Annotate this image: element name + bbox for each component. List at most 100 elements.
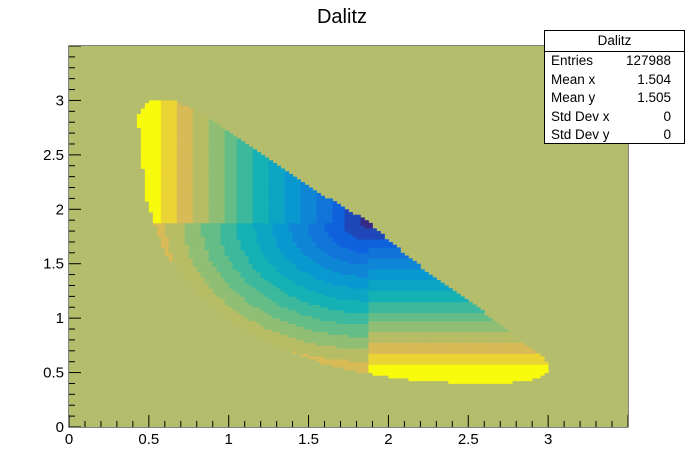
heatmap-cell <box>276 326 282 330</box>
heatmap-cell <box>308 228 313 232</box>
heatmap-cell <box>356 301 361 305</box>
heatmap-cell <box>140 127 146 131</box>
heatmap-cell <box>156 192 162 197</box>
heatmap-cell <box>276 236 282 240</box>
heatmap-cell <box>360 220 365 224</box>
heatmap-cell <box>432 315 437 319</box>
heatmap-cell <box>236 152 242 156</box>
heatmap-cell <box>368 301 373 305</box>
heatmap-cell <box>432 375 437 379</box>
heatmap-cell <box>264 334 270 338</box>
heatmap-cell <box>168 192 174 197</box>
heatmap-cell <box>228 209 234 213</box>
heatmap-cell <box>436 378 441 382</box>
heatmap-cell <box>172 165 178 169</box>
heatmap-cell <box>220 225 226 229</box>
heatmap-cell <box>444 315 449 319</box>
heatmap-cell <box>140 143 146 148</box>
heatmap-cell <box>156 203 162 207</box>
heatmap-cell <box>296 296 301 300</box>
heatmap-cell <box>300 301 305 305</box>
heatmap-cell <box>332 342 337 346</box>
heatmap-cell <box>288 312 293 316</box>
heatmap-cell <box>328 228 333 232</box>
heatmap-cell <box>204 260 210 265</box>
heatmap-cell <box>500 361 505 365</box>
heatmap-cell <box>324 334 329 338</box>
heatmap-cell <box>372 288 377 292</box>
heatmap-cell <box>212 231 218 235</box>
heatmap-cell <box>304 326 309 330</box>
heatmap-cell <box>260 176 266 180</box>
heatmap-cell <box>224 146 230 150</box>
heatmap-cell <box>324 326 329 330</box>
heatmap-cell <box>240 165 246 169</box>
heatmap-cell <box>368 293 373 297</box>
heatmap-cell <box>300 266 305 270</box>
heatmap-cell <box>400 367 405 371</box>
heatmap-cell <box>348 350 353 354</box>
heatmap-cell <box>492 339 497 344</box>
heatmap-cell <box>520 367 525 371</box>
heatmap-cell <box>196 138 202 142</box>
heatmap-cell <box>184 247 190 251</box>
heatmap-cell <box>164 222 170 227</box>
heatmap-cell <box>204 192 210 197</box>
heatmap-cell <box>188 152 194 156</box>
heatmap-cell <box>200 214 206 218</box>
heatmap-cell <box>340 277 345 281</box>
heatmap-cell <box>256 263 262 267</box>
heatmap-cell <box>264 277 270 281</box>
heatmap-cell <box>328 334 333 338</box>
heatmap-cell <box>224 255 230 259</box>
heatmap-cell <box>180 260 186 265</box>
heatmap-cell <box>360 290 365 295</box>
heatmap-cell <box>188 271 194 275</box>
heatmap-cell <box>364 255 369 259</box>
heatmap-cell <box>252 203 258 207</box>
heatmap-cell <box>400 331 405 335</box>
heatmap-cell <box>196 252 202 256</box>
heatmap-cell <box>192 244 198 248</box>
heatmap-cell <box>464 342 469 346</box>
heatmap-cell <box>196 217 202 221</box>
heatmap-cell <box>332 290 337 295</box>
heatmap-cell <box>236 182 242 186</box>
heatmap-cell <box>260 209 266 213</box>
heatmap-cell <box>324 225 329 229</box>
heatmap-cell <box>332 277 337 281</box>
heatmap-cell <box>444 375 449 379</box>
heatmap-cell <box>168 252 174 256</box>
heatmap-cell <box>240 255 246 259</box>
heatmap-cell <box>168 225 174 229</box>
heatmap-cell <box>248 176 254 180</box>
heatmap-cell <box>184 133 190 137</box>
heatmap-cell <box>464 350 469 354</box>
heatmap-cell <box>356 312 361 316</box>
heatmap-cell <box>188 184 194 188</box>
heatmap-cell <box>168 111 174 115</box>
heatmap-cell <box>296 190 301 194</box>
heatmap-cell <box>368 309 373 314</box>
heatmap-cell <box>264 285 270 289</box>
heatmap-cell <box>276 228 282 232</box>
heatmap-cell <box>180 212 186 216</box>
heatmap-cell <box>416 285 421 289</box>
heatmap-cell <box>212 266 218 270</box>
heatmap-cell <box>316 220 321 224</box>
heatmap-cell <box>388 260 393 265</box>
heatmap-cell <box>420 274 425 278</box>
heatmap-cell <box>404 260 409 265</box>
heatmap-cell <box>144 190 150 194</box>
heatmap-cell <box>344 269 349 273</box>
heatmap-cell <box>440 282 445 286</box>
heatmap-cell <box>244 217 250 221</box>
heatmap-cell <box>456 369 461 373</box>
heatmap-cell <box>332 206 337 210</box>
heatmap-cell <box>304 309 309 314</box>
heatmap-cell <box>220 231 226 235</box>
heatmap-cell <box>300 258 305 262</box>
heatmap-cell <box>256 309 262 314</box>
heatmap-cell <box>376 271 381 275</box>
heatmap-cell <box>196 280 202 284</box>
